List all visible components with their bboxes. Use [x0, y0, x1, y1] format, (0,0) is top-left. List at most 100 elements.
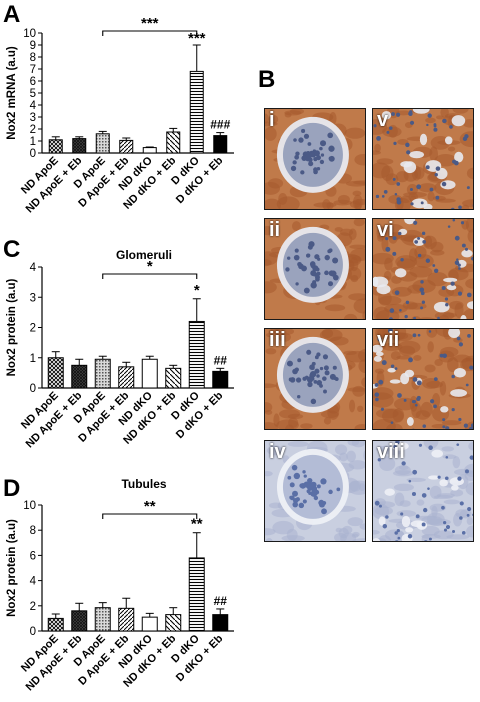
nucleus	[385, 246, 391, 252]
nucleus	[390, 421, 394, 424]
tissue-patch	[265, 198, 281, 209]
nucleus	[295, 151, 300, 156]
nucleus	[471, 256, 473, 261]
nucleus	[469, 365, 473, 370]
nucleus	[427, 113, 432, 118]
tissue-patch	[287, 441, 309, 447]
micrograph-v: v	[372, 108, 474, 210]
nucleus	[298, 137, 304, 143]
tubule-lumen	[373, 538, 381, 541]
tissue-patch	[382, 126, 402, 138]
nucleus	[432, 264, 436, 267]
significance-bracket	[102, 273, 198, 279]
nucleus	[324, 370, 330, 376]
nucleus	[295, 377, 302, 383]
nucleus	[316, 167, 321, 171]
bar-nd-apoe	[48, 139, 63, 154]
nucleus	[319, 159, 325, 165]
tubule-lumen	[404, 219, 416, 225]
tissue-patch	[287, 413, 304, 419]
nucleus	[418, 443, 423, 447]
nucleus	[466, 513, 470, 517]
nucleus	[472, 513, 473, 517]
tubule-lumen	[373, 276, 389, 288]
nucleus	[382, 524, 388, 529]
tissue-patch	[379, 456, 396, 472]
tissue-patch	[265, 528, 276, 536]
tissue-patch	[362, 310, 365, 319]
nucleus	[392, 236, 397, 241]
tissue-patch	[384, 303, 408, 314]
panel-label-a: A	[3, 1, 21, 28]
nucleus	[423, 507, 428, 513]
nucleus	[292, 498, 299, 504]
tissue-patch	[352, 385, 365, 397]
nucleus	[416, 184, 422, 190]
nucleus	[411, 491, 417, 497]
nucleus	[389, 308, 395, 313]
nucleus	[330, 270, 337, 277]
tissue-patch	[378, 535, 392, 541]
tissue-patch	[334, 444, 348, 455]
nucleus	[461, 531, 466, 535]
tissue-patch	[375, 445, 396, 452]
nucleus	[422, 424, 427, 428]
nucleus	[397, 536, 401, 540]
tissue-patch	[268, 114, 279, 124]
bar-d-apoe-eb	[118, 366, 135, 389]
tissue-patch	[443, 499, 460, 505]
nucleus	[421, 522, 426, 527]
nucleus	[293, 254, 300, 261]
nucleus	[412, 469, 418, 475]
nucleus	[313, 157, 318, 162]
bar-d-apoe-eb	[118, 607, 135, 632]
tubule-lumen	[439, 479, 448, 487]
tissue-patch	[408, 248, 418, 262]
nucleus	[310, 371, 315, 377]
micrograph-ii: ii	[264, 218, 366, 320]
tissue-patch	[435, 198, 456, 203]
nucleus	[332, 365, 337, 370]
nucleus	[397, 393, 402, 398]
tissue-patch	[407, 284, 424, 294]
nucleus	[442, 418, 446, 422]
nucleus	[307, 244, 313, 250]
tissue-patch	[265, 537, 273, 541]
nucleus	[459, 501, 464, 506]
tubule-lumen	[448, 329, 461, 338]
nucleus	[286, 360, 293, 367]
panel-label-d: D	[3, 475, 21, 502]
tissue-patch	[266, 445, 285, 456]
tissue-patch	[466, 525, 473, 538]
tissue-patch	[378, 295, 402, 306]
nucleus	[444, 476, 449, 481]
tubule-lumen	[394, 268, 407, 278]
nucleus	[307, 477, 313, 484]
tissue-patch	[291, 221, 301, 231]
tissue-patch	[350, 274, 359, 283]
bracket-stars: **	[144, 498, 156, 515]
nucleus	[304, 375, 309, 380]
tubule-lumen	[440, 406, 449, 413]
nucleus	[306, 349, 312, 355]
nucleus	[396, 199, 402, 205]
nucleus	[323, 389, 327, 394]
nucleus	[458, 342, 464, 347]
nucleus	[393, 444, 397, 449]
nucleus	[394, 540, 399, 541]
tissue-patch	[420, 401, 433, 418]
tissue-patch	[321, 329, 334, 339]
nucleus	[308, 161, 314, 167]
bar-d-dko-eb	[213, 135, 228, 154]
nucleus	[310, 152, 315, 157]
bar-nd-apoe-eb	[71, 610, 88, 632]
tissue-patch	[265, 259, 272, 267]
y-tick-label: 9	[30, 40, 36, 52]
bar-nd-dko	[141, 358, 158, 389]
tissue-patch	[394, 492, 405, 507]
nucleus	[422, 240, 426, 244]
nucleus	[411, 400, 416, 404]
tissue-patch	[353, 219, 365, 227]
tubule-lumen	[449, 477, 464, 486]
nucleus	[303, 474, 307, 478]
